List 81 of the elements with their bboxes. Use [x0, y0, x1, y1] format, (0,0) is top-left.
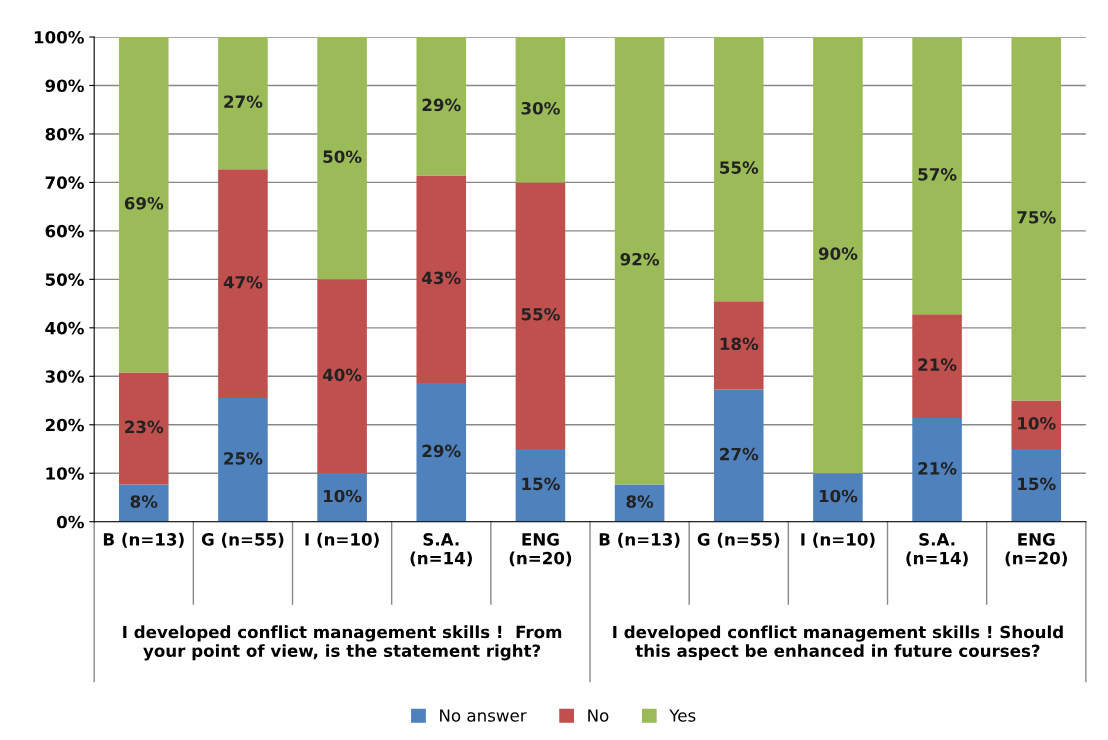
y-tick-label: 50%: [45, 273, 84, 286]
data-label: 10%: [819, 489, 858, 503]
bar: [813, 473, 863, 522]
bar: [218, 398, 268, 522]
x-tick-label: G (n=55): [201, 532, 284, 548]
data-label: 55%: [521, 307, 560, 321]
data-label: 10%: [1018, 416, 1056, 430]
data-label: 29%: [422, 444, 461, 458]
x-tick-label: B (n=13): [599, 532, 680, 548]
legend-label: No answer: [440, 709, 527, 722]
bar: [1011, 400, 1062, 449]
bar: [912, 37, 962, 315]
y-tick-label: 30%: [45, 370, 84, 383]
y-tick-label: 70%: [45, 176, 84, 189]
y-tick-label: 100%: [34, 30, 84, 44]
data-label: 47%: [223, 275, 263, 289]
bar: [416, 383, 467, 522]
data-label: 25%: [224, 452, 263, 465]
bar: [912, 314, 962, 418]
y-tick-label: 80%: [45, 127, 84, 141]
y-tick-label: 40%: [45, 321, 84, 335]
legend-label: No: [588, 709, 609, 722]
data-label: 92%: [620, 252, 660, 266]
bar: [713, 301, 764, 390]
data-label: 55%: [720, 161, 759, 174]
y-tick-label: 90%: [45, 79, 84, 93]
bar: [515, 182, 566, 449]
data-label: 15%: [1018, 477, 1056, 491]
bar: [218, 37, 268, 170]
bar: [118, 484, 169, 522]
data-label: 8%: [626, 495, 654, 508]
bar: [118, 37, 169, 373]
data-label: 90%: [818, 247, 858, 260]
bar: [317, 473, 367, 522]
y-tick-label: 20%: [45, 418, 84, 432]
data-label: 8%: [130, 495, 158, 508]
data-label: 27%: [720, 447, 759, 461]
bar: [416, 175, 467, 384]
data-label: 50%: [323, 150, 362, 164]
bar: [317, 279, 367, 474]
data-label: 69%: [124, 196, 164, 210]
y-tick-label: 10%: [46, 467, 84, 480]
bar: [813, 37, 863, 474]
x-tick-label: ENG (n=20): [509, 533, 572, 567]
data-label: 27%: [224, 95, 263, 108]
data-label: 30%: [521, 101, 560, 115]
x-tick-label: S.A. (n=14): [906, 533, 968, 567]
data-label: 10%: [324, 489, 362, 503]
data-label: 43%: [422, 271, 461, 285]
bar: [1011, 449, 1062, 522]
data-label: 18%: [720, 337, 759, 351]
bar: [118, 372, 169, 485]
x-tick-label: I (n=10): [305, 532, 379, 548]
bar: [515, 449, 566, 522]
text: I developed conflict management skills ! Should this aspect be enhanced in future courses?: [613, 625, 1063, 661]
data-label: 15%: [522, 477, 560, 491]
bar: [317, 37, 367, 280]
bar: [912, 417, 962, 522]
bar: [713, 389, 764, 522]
x-tick-label: S.A. (n=14): [410, 533, 472, 567]
bar: [515, 37, 566, 183]
data-label: 57%: [918, 168, 957, 181]
data-label: 40%: [322, 368, 362, 382]
data-label: 21%: [918, 358, 957, 371]
bar: [218, 169, 268, 399]
bar: [416, 37, 467, 176]
x-tick-label: I (n=10): [801, 532, 875, 548]
legend-label: Yes: [669, 709, 696, 722]
x-tick-label: B (n=13): [103, 532, 184, 548]
bar: [614, 37, 665, 485]
data-label: 75%: [1017, 210, 1056, 224]
x-tick-label: G (n=55): [697, 532, 780, 548]
data-label: 29%: [422, 98, 461, 112]
y-tick-label: 60%: [45, 224, 84, 238]
x-tick-label: ENG (n=20): [1005, 533, 1067, 567]
bar: [1011, 37, 1062, 401]
data-label: 23%: [125, 420, 164, 434]
data-label: 21%: [918, 462, 957, 475]
bar: [713, 37, 764, 302]
text: I developed conflict management skills ! From your point of view, is the statement right?: [123, 625, 562, 661]
y-tick-label: 0%: [56, 515, 84, 529]
